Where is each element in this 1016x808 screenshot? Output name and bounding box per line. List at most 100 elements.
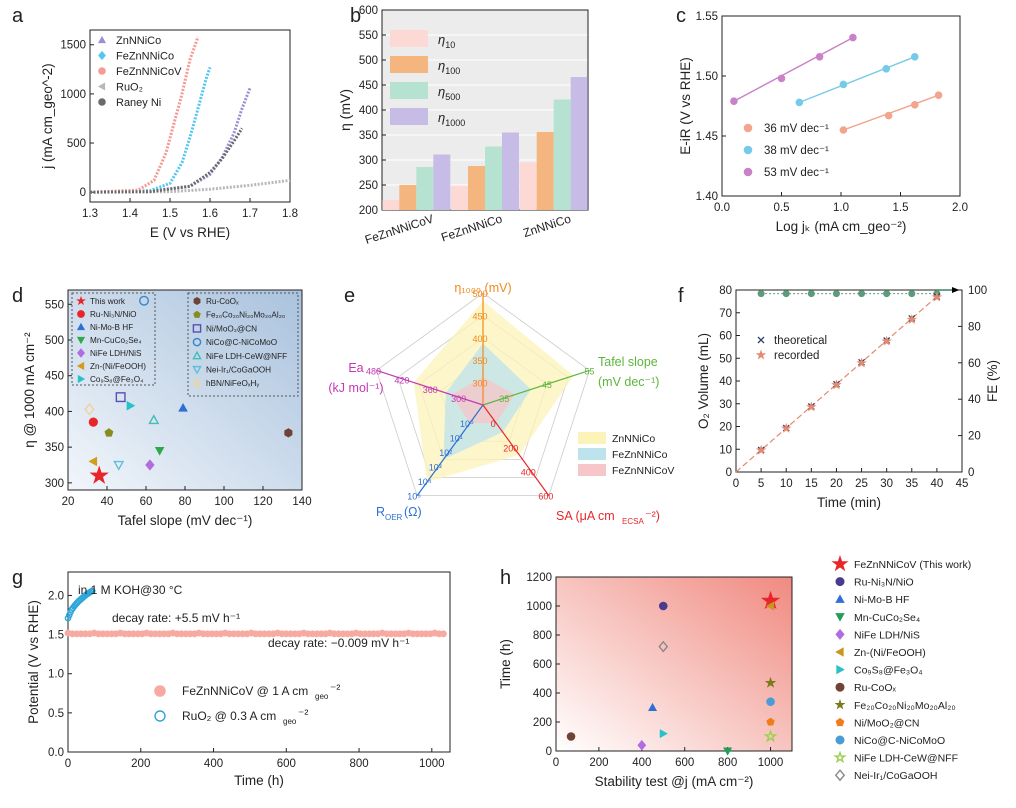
plot-background (556, 577, 792, 751)
y2-tick-label: 80 (968, 321, 981, 333)
x-tick-label: 600 (675, 757, 694, 769)
legend-label: NiFe LDH/NiS (854, 629, 920, 641)
x-tick-label: 0.5 (774, 202, 790, 214)
legend-label: Ni/MoO₂@CN (206, 324, 257, 333)
y-tick-label: 1000 (60, 89, 86, 101)
data-point-recorded (755, 444, 767, 455)
radar-axis-label: Tafel slope (598, 355, 658, 369)
y-tick-label: 1200 (526, 572, 552, 584)
y-axis-label: O₂ Volume (mL) (696, 333, 711, 429)
legend-label: Zn-(Ni/FeOOH) (854, 647, 926, 659)
legend-marker (835, 628, 845, 640)
legend-marker (192, 337, 202, 347)
legend-label: Ru-CoOₓ (206, 297, 239, 306)
x-tick-label: 120 (253, 496, 272, 508)
x-tick-label: 400 (204, 758, 223, 770)
legend-marker (835, 682, 845, 692)
fe-arrowhead (951, 287, 960, 293)
legend-marker-53 mV dec-1 (743, 167, 753, 177)
plot-frame (721, 15, 961, 197)
radar-tick: 55 (585, 366, 595, 376)
y-tick-label: 30 (719, 399, 732, 411)
data-point-hBN/NiFeOxHy (84, 403, 95, 416)
x-tick-label: 140 (292, 496, 311, 508)
y-tick-label: 80 (719, 285, 732, 297)
bar-η100-FeZnNNiCo (468, 166, 485, 210)
y-tick-label: 0 (726, 467, 732, 479)
y-tick-label: 800 (533, 630, 552, 642)
panel-letter-b: b (350, 5, 361, 27)
legend-label: theoretical (774, 335, 827, 347)
legend-swatch-FeZnNNiCoV (578, 464, 606, 476)
x-tick-label: 0.0 (714, 202, 730, 214)
legend-marker (192, 350, 202, 360)
bar-η10-FeZnNNiCoV (382, 200, 400, 210)
legend-swatch-η10 (390, 30, 428, 47)
radar-tick: 420 (394, 376, 409, 386)
legend-label: Mn-CuCo₂Se₄ (90, 336, 142, 345)
radar-tick: 400 (472, 334, 487, 344)
legend-label: This work (90, 297, 126, 306)
radar-tick: 450 (472, 311, 487, 321)
y-tick-label: 0 (80, 187, 86, 199)
data-point-Fe20Co20Ni20Mo20Al20 (104, 428, 114, 437)
y-tick-label: 20 (719, 422, 732, 434)
y2-tick-label: 40 (968, 394, 981, 406)
legend-marker-38 mV dec-1 (743, 145, 753, 155)
fit-line-38 mV dec-1 (799, 56, 916, 104)
radar-axis-label: ECSA (622, 517, 644, 526)
data-point-38 mV dec-1 (795, 98, 804, 107)
data-point-NiCo@C-NiCoMoO (139, 295, 150, 306)
y-tick-label: 500 (359, 55, 378, 67)
legend-marker-Raney Ni (98, 98, 106, 106)
radar-axis-label: η₁₀₀₀ (mV) (454, 281, 511, 295)
data-point-36 mV dec-1 (910, 101, 919, 109)
radar-tick: 10⁰ (460, 419, 474, 429)
fit-line-36 mV dec-1 (843, 94, 939, 131)
legend-marker (835, 594, 845, 603)
y-axis-label: Time (h) (498, 639, 513, 689)
y-tick-label: 1.55 (696, 11, 718, 23)
legend-marker (835, 647, 844, 657)
legend-label: η1000 (438, 110, 465, 128)
radar-tick: 300 (472, 379, 487, 389)
legend-label: recorded (774, 350, 819, 362)
data-point-recorded (881, 335, 892, 346)
legend-swatch-ZnNNiCo (578, 432, 606, 444)
legend-label: Nei-Ir₁/CoGaOOH (206, 366, 271, 375)
legend-label: Co₉S₈@Fe₃O₄ (90, 375, 144, 384)
legend-label: FeZnNNiCoV (This work) (854, 559, 971, 571)
data-point-36 mV dec-1 (934, 91, 943, 99)
panel-e: 300 350 400 450 500 35 45 55 0 200 400 600 10⁰ 10¹ 10²… (328, 281, 674, 526)
y-tick-label: 400 (533, 688, 552, 700)
legend-marker (77, 310, 85, 318)
panel-letter-a: a (12, 5, 24, 27)
data-point-Ni-Mo-B HF (178, 402, 188, 412)
legend-marker-recorded (755, 349, 767, 360)
legend-label: Ru-Ni₃N/NiO (90, 310, 137, 319)
x-tick-label: 200 (589, 757, 608, 769)
y-tick-label: 70 (719, 308, 732, 320)
panel-g: 0 200 400 600 800 1000 0.0 0.5 1.0 1.5 2.0 in 1 M K… (26, 571, 451, 788)
legend-marker (192, 324, 202, 333)
radar-tick: 10² (439, 448, 452, 458)
legend-label: 38 mV dec⁻¹ (764, 145, 829, 157)
data-point-Mn-CuCo2Se4 (154, 446, 165, 456)
data-point-38 mV dec-1 (910, 52, 919, 61)
y-tick-label: 0.0 (48, 747, 64, 759)
y-tick-label: 10 (719, 444, 732, 456)
data-point-Co9S8@Fe3O4 (126, 400, 136, 411)
legend-label: FeZnNNiCo (612, 449, 668, 461)
data-point-53 mV dec-1 (849, 33, 857, 42)
x-tick-label: 200 (131, 758, 150, 770)
legend-swatch-η1000 (390, 108, 428, 125)
radar-tick: 480 (366, 366, 381, 376)
radar-tick: 35 (499, 394, 509, 404)
data-point-Zn-(Ni/FeOOH) (88, 456, 98, 467)
x-tick-label: 400 (632, 757, 651, 769)
data-point-53 mV dec-1 (730, 97, 738, 105)
radar-grid (376, 292, 590, 497)
legend-swatch-η100 (390, 56, 428, 73)
x-tick-label: 15 (805, 478, 818, 490)
